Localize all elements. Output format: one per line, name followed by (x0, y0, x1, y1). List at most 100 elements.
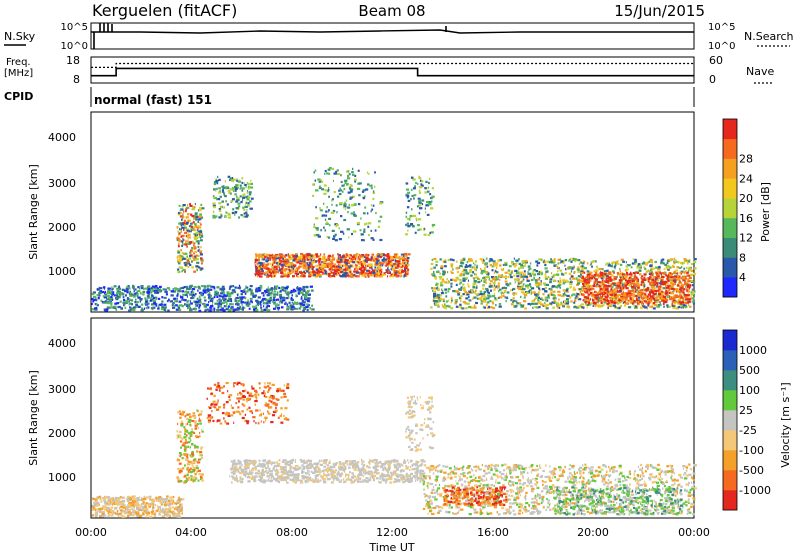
power-echo-point (432, 274, 436, 277)
power-echo-point (290, 271, 293, 274)
power-echo-point (178, 270, 181, 274)
power-echo-point (346, 264, 348, 268)
power-echo-point (537, 293, 540, 296)
power-echo-point (146, 291, 150, 294)
power-echo-point (603, 301, 607, 304)
power-echo-point (679, 286, 682, 289)
power-echo-point (485, 281, 487, 285)
power-echo-point (220, 289, 224, 292)
power-echo-point (594, 291, 597, 294)
power-echo-point (437, 303, 440, 307)
power-echo-point (637, 296, 640, 299)
power-echo-point (544, 260, 546, 263)
velocity-echo-point (124, 507, 127, 510)
power-echo-point (299, 259, 303, 262)
power-echo-point (231, 289, 235, 292)
power-echo-point (399, 255, 401, 258)
power-echo-point (404, 262, 406, 265)
power-echo-point (611, 304, 613, 307)
power-echo-point (341, 275, 345, 278)
power-echo-point (625, 302, 627, 305)
power-echo-point (309, 307, 311, 310)
power-echo-point (597, 305, 601, 308)
power-echo-point (302, 293, 305, 296)
power-echo-point (533, 291, 536, 294)
power-echo-point (238, 284, 241, 287)
power-echo-point (490, 289, 493, 292)
power-echo-point (296, 267, 300, 270)
power-echo-point (469, 306, 474, 309)
power-echo-point (532, 270, 535, 273)
power-echo-point (274, 260, 276, 263)
power-echo-point (192, 308, 196, 311)
power-echo-point (625, 268, 629, 271)
power-echo-point (242, 307, 244, 310)
power-echo-point (634, 306, 637, 309)
power-echo-point (687, 262, 689, 265)
power-echo-point (597, 300, 599, 303)
power-echo-point (627, 306, 632, 309)
power-echo-point (246, 198, 250, 201)
power-echo-point (94, 303, 97, 306)
power-echo-point (360, 233, 364, 236)
power-echo-point (100, 299, 103, 302)
power-echo-point (178, 204, 181, 207)
power-echo-point (571, 267, 574, 270)
power-echo-point (418, 204, 422, 207)
power-echo-point (669, 259, 672, 262)
power-echo-point (553, 262, 555, 265)
power-echo-point (581, 265, 584, 268)
power-echo-point (177, 289, 180, 293)
power-echo-point (486, 297, 490, 300)
power-echo-point (303, 262, 307, 265)
power-echo-point (335, 273, 338, 276)
power-echo-point (660, 273, 662, 276)
power-echo-point (494, 278, 498, 281)
power-echo-point (194, 293, 197, 296)
power-echo-point (96, 294, 100, 297)
power-echo-point (255, 259, 258, 262)
power-echo-point (665, 274, 668, 277)
power-echo-point (527, 302, 531, 306)
power-echo-point (224, 195, 227, 198)
power-echo-point (208, 301, 210, 304)
power-echo-point (585, 276, 589, 279)
power-echo-point (354, 178, 357, 181)
power-echo-point (466, 293, 470, 296)
power-echo-point (179, 222, 183, 225)
power-echo-point (377, 253, 380, 256)
power-echo-point (483, 276, 486, 279)
power-echo-point (461, 307, 465, 310)
power-echo-point (308, 267, 310, 270)
power-echo-point (445, 295, 448, 298)
power-echo-point (107, 287, 111, 290)
power-echo-point (487, 272, 490, 275)
power-echo-point (178, 222, 181, 225)
power-echo-point (330, 271, 333, 274)
power-echo-point (240, 301, 245, 304)
power-echo-point (587, 293, 591, 296)
power-echo-point (499, 275, 504, 278)
power-echo-point (421, 203, 424, 206)
power-echo-point (431, 225, 434, 228)
power-echo-point (665, 267, 667, 270)
power-echo-point (570, 279, 572, 282)
power-echo-point (489, 277, 491, 280)
power-echo-point (462, 293, 465, 296)
power-echo-point (154, 303, 156, 306)
power-echo-point (370, 257, 372, 260)
power-echo-point (280, 264, 284, 267)
power-echo-point (427, 186, 429, 189)
power-echo-point (652, 281, 655, 284)
power-echo-point (626, 295, 630, 298)
power-echo-point (657, 274, 660, 277)
power-echo-point (634, 260, 638, 264)
power-echo-point (494, 270, 497, 273)
power-echo-point (577, 305, 581, 308)
power-echo-point (664, 271, 666, 274)
power-echo-point (193, 270, 196, 273)
power-echo-point (518, 267, 520, 270)
power-echo-point (549, 302, 551, 305)
power-echo-point (632, 295, 636, 298)
power-echo-point (177, 239, 181, 242)
